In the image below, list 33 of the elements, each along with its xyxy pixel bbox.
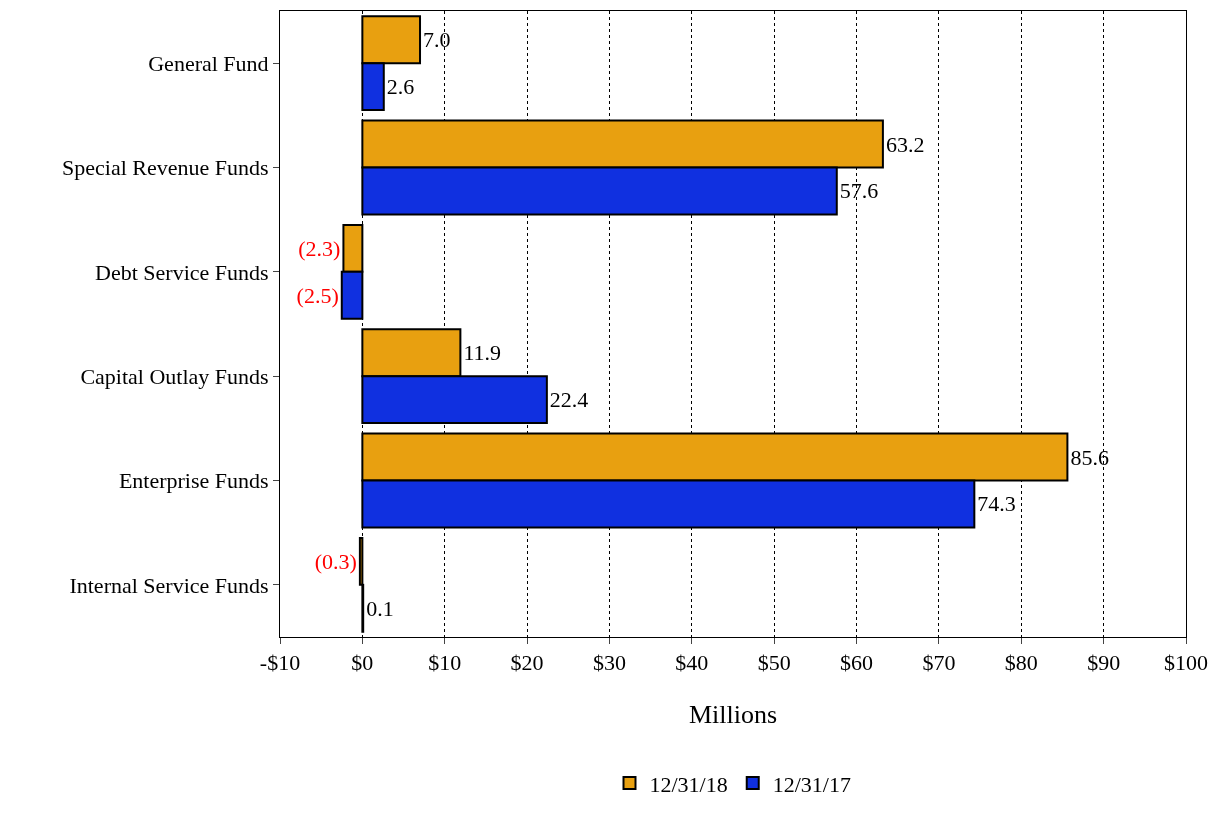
data-label: 7.0 [423,27,451,53]
data-label: (2.5) [296,282,339,308]
data-label: (2.3) [298,235,341,261]
x-tick-label: $90 [1087,650,1121,676]
y-tick-label: Special Revenue Funds [62,155,269,181]
y-tick-label: Internal Service Funds [69,572,269,598]
x-tick-label: $20 [510,650,544,676]
x-tick-label: $100 [1164,650,1208,676]
data-label: (0.3) [314,548,357,574]
x-tick-label: -$10 [259,650,301,676]
y-tick-label: Capital Outlay Funds [80,363,269,389]
x-tick-label: $50 [757,650,791,676]
data-label: 85.6 [1070,444,1109,470]
x-tick-label: $10 [428,650,462,676]
x-tick-label: $60 [840,650,874,676]
data-label: 2.6 [386,74,415,100]
y-tick-label: Debt Service Funds [95,259,269,285]
x-tick-label: $0 [351,650,374,676]
data-label: 11.9 [463,340,502,366]
data-label: 22.4 [549,387,589,413]
x-tick-label: $30 [592,650,626,676]
x-axis-title: Millions [688,700,778,730]
y-tick-label: Enterprise Funds [118,468,269,494]
y-tick-label: General Fund [148,50,269,76]
data-label: 57.6 [839,178,879,204]
data-label: 63.2 [885,131,925,157]
x-tick-label: $70 [922,650,956,676]
data-label: 0.1 [366,595,394,621]
x-tick-label: $80 [1004,650,1038,676]
data-label: 74.3 [977,491,1016,517]
x-tick-label: $40 [675,650,709,676]
legend-label: 12/31/18 [649,771,728,797]
legend-label: 12/31/17 [772,771,851,797]
